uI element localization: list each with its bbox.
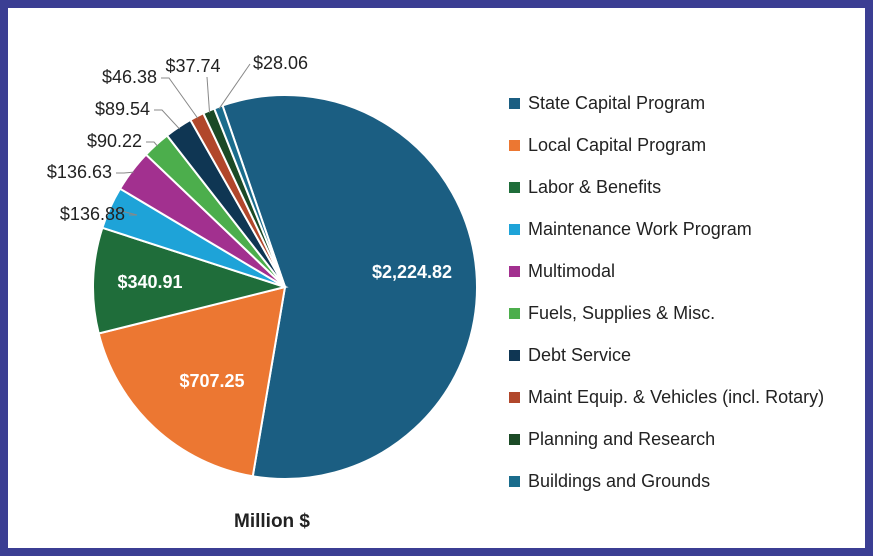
legend-swatch: [509, 308, 520, 319]
data-label: $136.63: [47, 162, 112, 182]
legend-swatch: [509, 140, 520, 151]
legend-label: Labor & Benefits: [528, 177, 661, 197]
legend-swatch: [509, 98, 520, 109]
legend-label: Buildings and Grounds: [528, 471, 710, 491]
pie-slice: [212, 104, 286, 288]
pie-slice: [92, 226, 289, 335]
leader-line: [111, 208, 138, 216]
leader-line: [146, 141, 158, 147]
pie-slice: [221, 94, 478, 480]
leader-line: [218, 63, 251, 110]
legend-label: State Capital Program: [528, 93, 705, 113]
legend-swatch: [509, 392, 520, 403]
legend-label: Local Capital Program: [528, 135, 706, 155]
data-label: $90.22: [87, 131, 142, 151]
legend-label: Fuels, Supplies & Misc.: [528, 303, 715, 323]
leader-line: [154, 109, 180, 130]
legend-swatch: [509, 434, 520, 445]
legend-swatch: [509, 182, 520, 193]
legend-swatch: [509, 350, 520, 361]
data-label: $89.54: [95, 99, 150, 119]
chart-title: Million $: [234, 511, 310, 532]
data-label: $2,224.82: [372, 262, 452, 282]
leader-line: [206, 76, 211, 113]
legend-label: Multimodal: [528, 261, 615, 281]
legend-label: Maintenance Work Program: [528, 219, 752, 239]
data-label: $136.88: [60, 204, 125, 224]
data-label: $37.74: [165, 56, 220, 76]
leader-line: [161, 77, 199, 119]
data-label: $707.25: [179, 371, 244, 391]
leader-line: [116, 171, 134, 174]
legend-label: Planning and Research: [528, 429, 715, 449]
legend-label: Debt Service: [528, 345, 631, 365]
data-label: $340.91: [117, 272, 182, 292]
legend-swatch: [509, 266, 520, 277]
data-label: $28.06: [253, 53, 308, 73]
pie-slice: [97, 285, 287, 478]
data-label: $46.38: [102, 67, 157, 87]
legend-swatch: [509, 224, 520, 235]
legend-label: Maint Equip. & Vehicles (incl. Rotary): [528, 387, 824, 407]
legend-swatch: [509, 476, 520, 487]
